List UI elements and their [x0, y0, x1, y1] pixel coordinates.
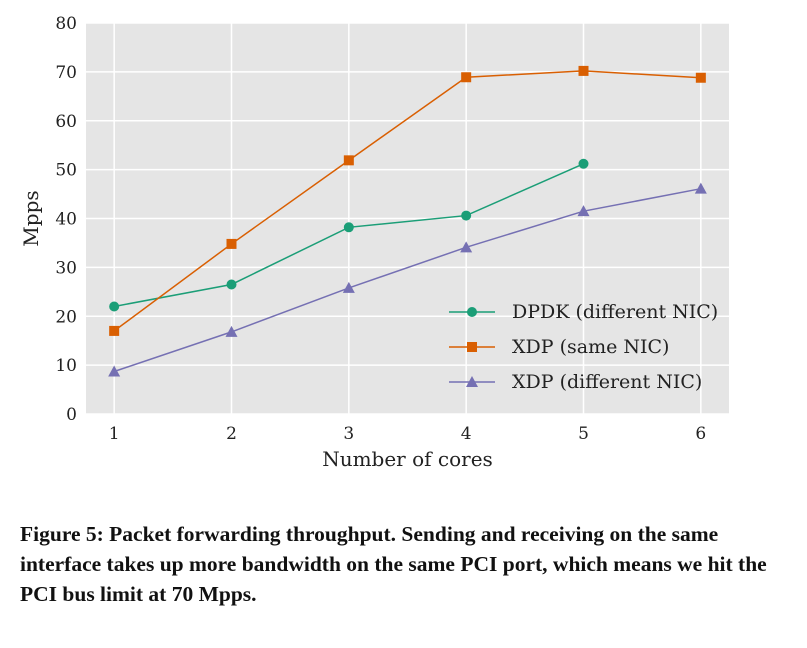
y-axis-label: Mpps: [19, 190, 43, 246]
legend-label: XDP (different NIC): [512, 371, 702, 393]
legend-marker: [467, 307, 477, 317]
legend-entry: XDP (same NIC): [449, 336, 669, 358]
y-tick-label: 0: [66, 405, 77, 425]
x-tick-label: 2: [226, 424, 237, 444]
x-axis-ticks: 1 2 3 4 5 6: [109, 424, 707, 444]
x-tick-label: 3: [343, 424, 354, 444]
series-circle: [109, 158, 589, 312]
data-point: [342, 281, 355, 293]
legend-marker: [466, 376, 478, 387]
legend-entry: DPDK (different NIC): [449, 301, 718, 323]
y-tick-label: 80: [55, 14, 77, 34]
data-point: [108, 365, 121, 377]
data-point: [694, 182, 707, 194]
y-tick-label: 30: [55, 258, 77, 278]
y-tick-label: 70: [55, 63, 77, 83]
data-point: [343, 155, 354, 166]
data-point: [695, 72, 706, 83]
y-tick-label: 20: [55, 307, 77, 327]
series-line: [113, 70, 701, 332]
x-tick-label: 6: [695, 424, 706, 444]
data-point: [226, 238, 237, 249]
y-axis-ticks: 0 10 20 30 40 50 60 70 80: [55, 14, 77, 425]
y-tick-label: 10: [55, 356, 77, 376]
x-tick-label: 1: [109, 424, 120, 444]
legend-marker: [467, 342, 477, 352]
throughput-chart: 1 2 3 4 5 6 0 10 20 30 40 50 60 70 80 Number of cores…: [19, 14, 729, 471]
data-series: [108, 65, 707, 377]
y-tick-label: 50: [55, 161, 77, 181]
y-tick-label: 40: [55, 210, 77, 230]
data-point: [461, 210, 472, 221]
series-square: [109, 65, 706, 336]
data-point: [225, 325, 238, 337]
legend-label: DPDK (different NIC): [512, 301, 718, 323]
data-point: [578, 158, 589, 169]
series-triangle: [108, 182, 707, 377]
series-line: [113, 187, 701, 373]
data-point: [109, 325, 120, 336]
data-point: [461, 72, 472, 83]
legend: DPDK (different NIC) XDP (same NIC) XDP (d…: [449, 301, 718, 393]
data-point: [343, 222, 354, 233]
x-axis-label: Number of cores: [322, 447, 493, 471]
grid-lines: [86, 22, 729, 415]
figure-caption: Figure 5: Packet forwarding throughput. …: [20, 522, 767, 606]
data-point: [577, 205, 590, 217]
legend-label: XDP (same NIC): [512, 336, 669, 358]
data-point: [226, 279, 237, 290]
data-point: [460, 241, 473, 253]
data-point: [578, 65, 589, 76]
data-point: [109, 301, 120, 312]
y-tick-label: 60: [55, 112, 77, 132]
x-tick-label: 4: [461, 424, 472, 444]
legend-entry: XDP (different NIC): [449, 371, 702, 393]
x-tick-label: 5: [578, 424, 589, 444]
